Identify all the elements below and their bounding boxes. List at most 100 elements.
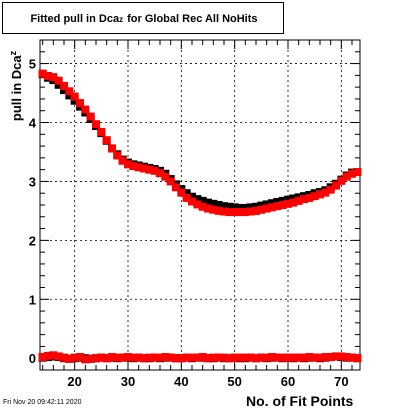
- x-tick-label: 30: [121, 374, 135, 389]
- data-point: [172, 354, 180, 363]
- data-point: [86, 112, 95, 121]
- y-tick-label: 3: [29, 174, 36, 189]
- data-point: [38, 69, 47, 78]
- data-point: [342, 172, 351, 181]
- data-point: [134, 163, 143, 172]
- data-point: [348, 169, 356, 178]
- data-point: [348, 353, 356, 362]
- data-point: [140, 354, 148, 363]
- data-point: [188, 192, 196, 201]
- data-point: [230, 353, 239, 362]
- data-point: [124, 160, 132, 169]
- data-point: [70, 96, 79, 105]
- data-point: [268, 203, 276, 212]
- data-point: [353, 354, 362, 363]
- data-point: [182, 189, 191, 198]
- data-point: [225, 354, 234, 363]
- data-point: [284, 353, 292, 362]
- data-point: [204, 354, 212, 363]
- data-point: [113, 353, 122, 362]
- data-point: [220, 353, 228, 362]
- series-4: [38, 351, 362, 364]
- data-point: [241, 208, 250, 217]
- data-point: [193, 200, 202, 209]
- data-point: [204, 204, 212, 213]
- data-point: [214, 201, 223, 209]
- data-point: [209, 199, 218, 208]
- data-point: [108, 144, 116, 153]
- data-point: [214, 353, 223, 362]
- data-point: [316, 190, 324, 199]
- data-point: [60, 86, 68, 95]
- data-point: [44, 71, 52, 80]
- data-point: [332, 352, 340, 361]
- data-point: [145, 353, 154, 362]
- data-point: [230, 208, 239, 217]
- data-point: [268, 353, 276, 362]
- data-point: [321, 353, 330, 362]
- data-point: [300, 353, 308, 362]
- data-point: [316, 353, 324, 362]
- data-point: [268, 199, 276, 208]
- data-point: [257, 201, 266, 210]
- data-point: [49, 351, 58, 360]
- data-point: [321, 188, 330, 197]
- chart-title: Fitted pull in Dca z for Global Rec All N…: [3, 3, 285, 35]
- data-point: [193, 195, 202, 204]
- data-markers: [38, 69, 362, 364]
- data-point: [294, 196, 303, 205]
- data-point: [134, 353, 143, 362]
- y-axis-label: pull in Dcaz: [8, 46, 24, 126]
- data-point: [225, 208, 234, 217]
- data-point: [65, 91, 74, 100]
- tick-labels: 20 30 40 50 60 70 0 1 2 3 4 5: [29, 57, 349, 389]
- data-point: [273, 353, 282, 362]
- title-subscript: z: [119, 14, 124, 24]
- data-point: [273, 198, 282, 207]
- x-tick-label: 20: [67, 374, 81, 389]
- data-point: [156, 169, 164, 178]
- data-point: [262, 200, 271, 209]
- data-point: [81, 355, 90, 364]
- y-tick-label: 5: [29, 57, 36, 72]
- data-point: [102, 354, 111, 363]
- data-point: [246, 203, 255, 212]
- y-tick-label: 0: [29, 351, 36, 366]
- data-point: [54, 76, 63, 85]
- data-point: [262, 204, 271, 213]
- y-label-subscript: z: [8, 50, 18, 56]
- data-point: [220, 202, 228, 211]
- data-point: [257, 205, 266, 214]
- data-point: [92, 354, 100, 363]
- data-point: [252, 202, 260, 211]
- data-point: [166, 177, 175, 186]
- data-point: [220, 207, 228, 216]
- data-point: [38, 353, 47, 362]
- data-point: [193, 353, 202, 362]
- data-point: [65, 87, 74, 96]
- data-point: [278, 196, 287, 205]
- data-point: [204, 198, 212, 207]
- y-tick-label: 4: [29, 116, 37, 131]
- data-point: [236, 208, 244, 217]
- data-point: [97, 127, 106, 136]
- data-point: [326, 185, 335, 194]
- data-point: [305, 353, 314, 362]
- data-point: [337, 352, 346, 361]
- data-point: [332, 181, 340, 190]
- data-point: [209, 205, 218, 214]
- data-point: [44, 351, 52, 360]
- data-point: [70, 353, 79, 362]
- x-axis-label: No. of Fit Points: [246, 393, 354, 409]
- y-tick-label: 2: [29, 233, 36, 248]
- data-point: [166, 353, 175, 362]
- data-point: [188, 353, 196, 362]
- data-point: [140, 164, 148, 173]
- data-point: [182, 353, 191, 362]
- data-point: [225, 202, 234, 211]
- data-point: [246, 207, 255, 216]
- data-point: [257, 353, 266, 362]
- data-point: [252, 354, 260, 363]
- data-point: [145, 165, 154, 174]
